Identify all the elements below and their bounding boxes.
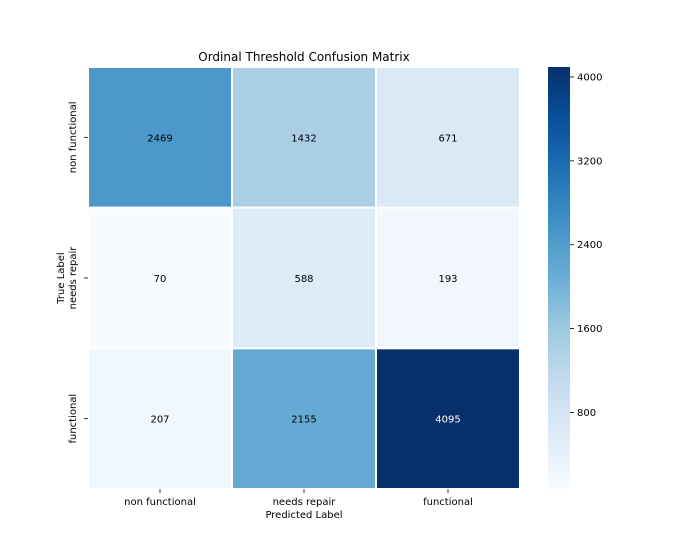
colorbar-ticks: 800 1600 2400 3200 4000 (570, 72, 602, 419)
heatmap-cell (87, 66, 233, 209)
cell-value-label: 4095 (435, 415, 460, 426)
y-tick-label: non functional (68, 101, 79, 173)
cell-value-label: 671 (438, 133, 457, 144)
colorbar-tick-label: 3200 (577, 156, 602, 167)
colorbar-tick-label: 4000 (577, 72, 602, 83)
colorbar-gradient (548, 67, 570, 489)
x-axis-ticks: non functional needs repair functional (124, 489, 473, 508)
cell-value-label: 207 (150, 415, 169, 426)
heatmap-cells: 2469 1432 671 70 588 193 207 2155 4095 (87, 66, 521, 491)
x-tick-label: functional (423, 497, 473, 508)
cell-value-label: 1432 (291, 133, 316, 144)
cell-value-label: 193 (438, 274, 457, 285)
x-tick-label: needs repair (273, 497, 337, 508)
heatmap-cell (231, 66, 377, 209)
x-axis-label: Predicted Label (265, 510, 342, 521)
colorbar-tick-label: 800 (577, 408, 596, 419)
y-tick-label: functional (68, 394, 79, 444)
heatmap-cell (375, 66, 521, 209)
heatmap-cell (375, 206, 521, 350)
cell-value-label: 2469 (147, 133, 172, 144)
y-axis-label: True Label (56, 252, 67, 304)
heatmap-cell (87, 206, 233, 350)
cell-value-label: 2155 (291, 415, 316, 426)
cell-value-label: 70 (154, 274, 167, 285)
x-tick-label: non functional (124, 497, 196, 508)
y-axis-ticks: non functional needs repair functional (68, 101, 88, 444)
colorbar-tick-label: 2400 (577, 240, 602, 251)
heatmap-cell (231, 347, 377, 491)
y-tick-label: needs repair (68, 246, 79, 310)
cell-value-label: 588 (294, 274, 313, 285)
colorbar-tick-label: 1600 (577, 324, 602, 335)
chart-title: Ordinal Threshold Confusion Matrix (198, 50, 409, 64)
colorbar: 800 1600 2400 3200 4000 (548, 67, 602, 489)
